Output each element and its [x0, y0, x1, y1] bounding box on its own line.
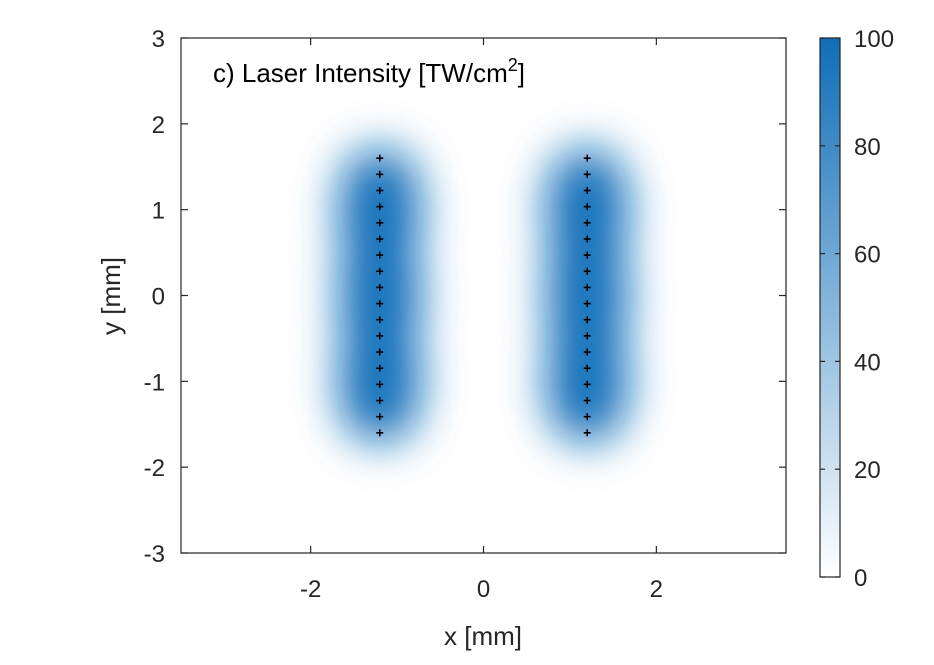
annotation-superscript: 2 [508, 55, 518, 75]
colorbar-tick-label: 0 [854, 565, 867, 592]
beam-marker [583, 300, 591, 308]
beam-marker [583, 332, 591, 340]
y-axis-ticks: 3 2 1 0 -1 -2 -3 [144, 26, 786, 568]
beam-marker [376, 332, 384, 340]
beam-marker [376, 251, 384, 259]
beam-marker [583, 413, 591, 421]
colorbar-tick-label: 40 [854, 349, 881, 376]
x-tick-label: -2 [300, 576, 321, 603]
beam-marker [583, 251, 591, 259]
beam-marker [583, 186, 591, 194]
beam-marker [583, 154, 591, 162]
beam-marker [376, 267, 384, 275]
beam-marker [376, 380, 384, 388]
y-tick-label: 3 [152, 26, 165, 53]
colorbar-tick-label: 60 [854, 242, 881, 269]
beam-marker [583, 429, 591, 437]
beam-marker [583, 203, 591, 211]
beam-marker [376, 170, 384, 178]
beam-marker [583, 397, 591, 405]
beam-marker [583, 283, 591, 291]
colorbar-tick-label: 80 [854, 134, 881, 161]
panel-annotation: c) Laser Intensity [TW/cm2] [213, 55, 525, 88]
beam-marker [376, 154, 384, 162]
colorbar-tick-label: 100 [854, 26, 894, 53]
beam-marker [376, 219, 384, 227]
annotation-main: c) Laser Intensity [TW/cm [213, 58, 508, 88]
colorbar-tick-label: 20 [854, 457, 881, 484]
beam-marker [376, 364, 384, 372]
y-tick-label: -3 [144, 541, 165, 568]
beam-marker [376, 348, 384, 356]
colorbar-ticks: 100 80 60 40 20 0 [820, 26, 894, 592]
annotation-close: ] [518, 58, 525, 88]
beam-marker [376, 316, 384, 324]
beam-marker [376, 283, 384, 291]
beam-markers [376, 154, 591, 437]
beam-marker [583, 380, 591, 388]
beam-marker [583, 364, 591, 372]
y-tick-label: -1 [144, 369, 165, 396]
beam-marker [376, 413, 384, 421]
x-axis-label: x [mm] [444, 621, 522, 651]
plot-frame [180, 37, 787, 554]
beam-marker [376, 300, 384, 308]
beam-lobe-2-2 [543, 247, 632, 344]
colorbar [819, 37, 841, 578]
y-tick-label: 2 [152, 112, 165, 139]
y-tick-label: 0 [152, 284, 165, 311]
x-axis-ticks: -2 0 2 [300, 38, 663, 603]
beam-marker [583, 348, 591, 356]
beam-marker [583, 219, 591, 227]
beam-marker [583, 235, 591, 243]
x-tick-label: 2 [650, 576, 663, 603]
beam-marker [376, 429, 384, 437]
y-tick-label: -2 [144, 455, 165, 482]
beam-marker [376, 397, 384, 405]
x-tick-label: 0 [477, 576, 490, 603]
beam-marker [376, 203, 384, 211]
y-axis-label: y [mm] [96, 257, 126, 335]
beam-marker [376, 186, 384, 194]
beam-marker [583, 316, 591, 324]
y-tick-label: 1 [152, 198, 165, 225]
beam-marker [583, 170, 591, 178]
beam-marker [583, 267, 591, 275]
beam-marker [376, 235, 384, 243]
beam-lobe-1-2 [335, 247, 424, 344]
